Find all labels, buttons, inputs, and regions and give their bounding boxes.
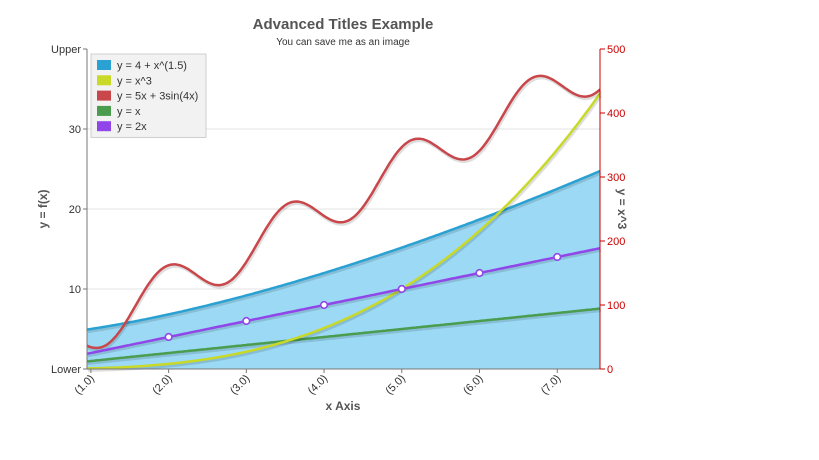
series-line-x-3 (86, 92, 602, 370)
legend-label: y = 4 + x^(1.5) (117, 60, 187, 72)
data-point (319, 300, 329, 310)
series-shadow-2x (87, 248, 602, 358)
series-shadow-4-x-1-5 (87, 171, 602, 334)
series-shadow-5x-3sin-4x- (87, 76, 602, 352)
series-line-4-x-1-5 (86, 169, 601, 331)
x-tick-label: (2.0) (150, 373, 174, 397)
y-axis-title: y = f(x) (36, 189, 50, 228)
data-point (397, 284, 406, 294)
chart-subtitle: You can save me as an image (276, 37, 410, 48)
y2-tick-label: 0 (607, 364, 613, 376)
legend-swatch (97, 105, 111, 116)
chart-title: Advanced Titles Example (253, 16, 434, 33)
data-point (553, 252, 562, 262)
y-tick-label: Lower (51, 364, 81, 376)
data-point (242, 316, 251, 326)
legend: y = 4 + x^(1.5) y = x^3 y = 5x + 3sin(4x) y… (90, 53, 207, 138)
y2-tick-label: 200 (607, 236, 625, 248)
legend-swatch (97, 121, 111, 132)
legend-swatch (97, 60, 111, 70)
x-tick-label: (3.0) (228, 373, 252, 397)
series-layer (86, 74, 603, 372)
y2-axis-title: y = x^3 (615, 189, 629, 230)
x-tick-label: (4.0) (306, 373, 330, 397)
series-area-4-x-1-5 (87, 171, 600, 369)
series-shadow-x (87, 309, 602, 365)
data-point (475, 268, 484, 278)
x-tick-label: (7.0) (539, 373, 563, 397)
x-tick-label: (5.0) (383, 373, 407, 397)
x-axis-title: x Axis (326, 399, 361, 413)
legend-label: y = x (117, 106, 141, 118)
data-point (164, 332, 173, 342)
series-line-5x-3sin-4x- (86, 74, 601, 350)
y-tick-label: 20 (69, 204, 81, 216)
y2-tick-label: 500 (607, 44, 625, 56)
x-tick-label: (6.0) (461, 373, 485, 397)
legend-label: y = 2x (117, 121, 147, 133)
x-tick-label: (1.0) (73, 373, 97, 397)
series-line-x (86, 307, 601, 363)
legend-swatch (97, 90, 111, 101)
y-tick-label: 30 (69, 124, 81, 136)
legend-label: y = 5x + 3sin(4x) (117, 91, 198, 103)
series-shadow-x-3 (87, 94, 603, 372)
legend-swatch (97, 75, 111, 86)
y-tick-label: 10 (69, 284, 81, 296)
y2-tick-label: 100 (607, 300, 625, 312)
legend-label: y = x^3 (117, 75, 152, 87)
y2-tick-label: 400 (607, 108, 625, 120)
y-tick-label: Upper (51, 44, 81, 56)
y2-tick-label: 300 (607, 172, 625, 184)
